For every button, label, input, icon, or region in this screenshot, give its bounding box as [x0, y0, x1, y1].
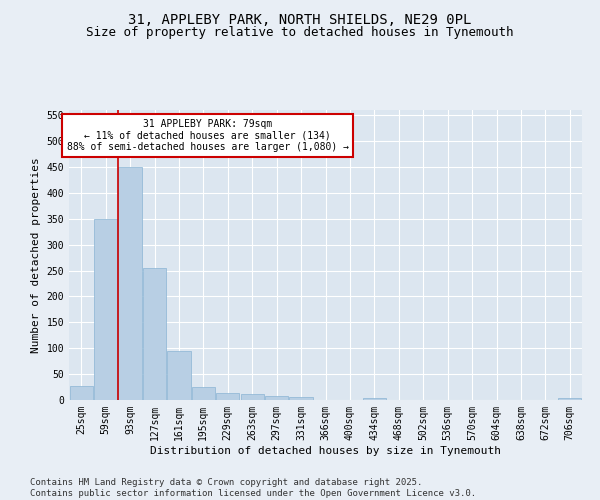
Bar: [363, 398, 386, 400]
Bar: [94, 219, 117, 400]
Bar: [241, 394, 264, 400]
X-axis label: Distribution of detached houses by size in Tynemouth: Distribution of detached houses by size …: [150, 446, 501, 456]
Bar: [192, 387, 215, 400]
Y-axis label: Number of detached properties: Number of detached properties: [31, 157, 41, 353]
Bar: [143, 268, 166, 400]
Bar: [216, 393, 239, 400]
Text: 31 APPLEBY PARK: 79sqm
← 11% of detached houses are smaller (134)
88% of semi-de: 31 APPLEBY PARK: 79sqm ← 11% of detached…: [67, 118, 349, 152]
Text: Size of property relative to detached houses in Tynemouth: Size of property relative to detached ho…: [86, 26, 514, 39]
Text: 31, APPLEBY PARK, NORTH SHIELDS, NE29 0PL: 31, APPLEBY PARK, NORTH SHIELDS, NE29 0P…: [128, 12, 472, 26]
Bar: [289, 398, 313, 400]
Bar: [70, 386, 93, 400]
Bar: [118, 167, 142, 400]
Bar: [558, 398, 581, 400]
Bar: [265, 396, 288, 400]
Text: Contains HM Land Registry data © Crown copyright and database right 2025.
Contai: Contains HM Land Registry data © Crown c…: [30, 478, 476, 498]
Bar: [167, 351, 191, 400]
